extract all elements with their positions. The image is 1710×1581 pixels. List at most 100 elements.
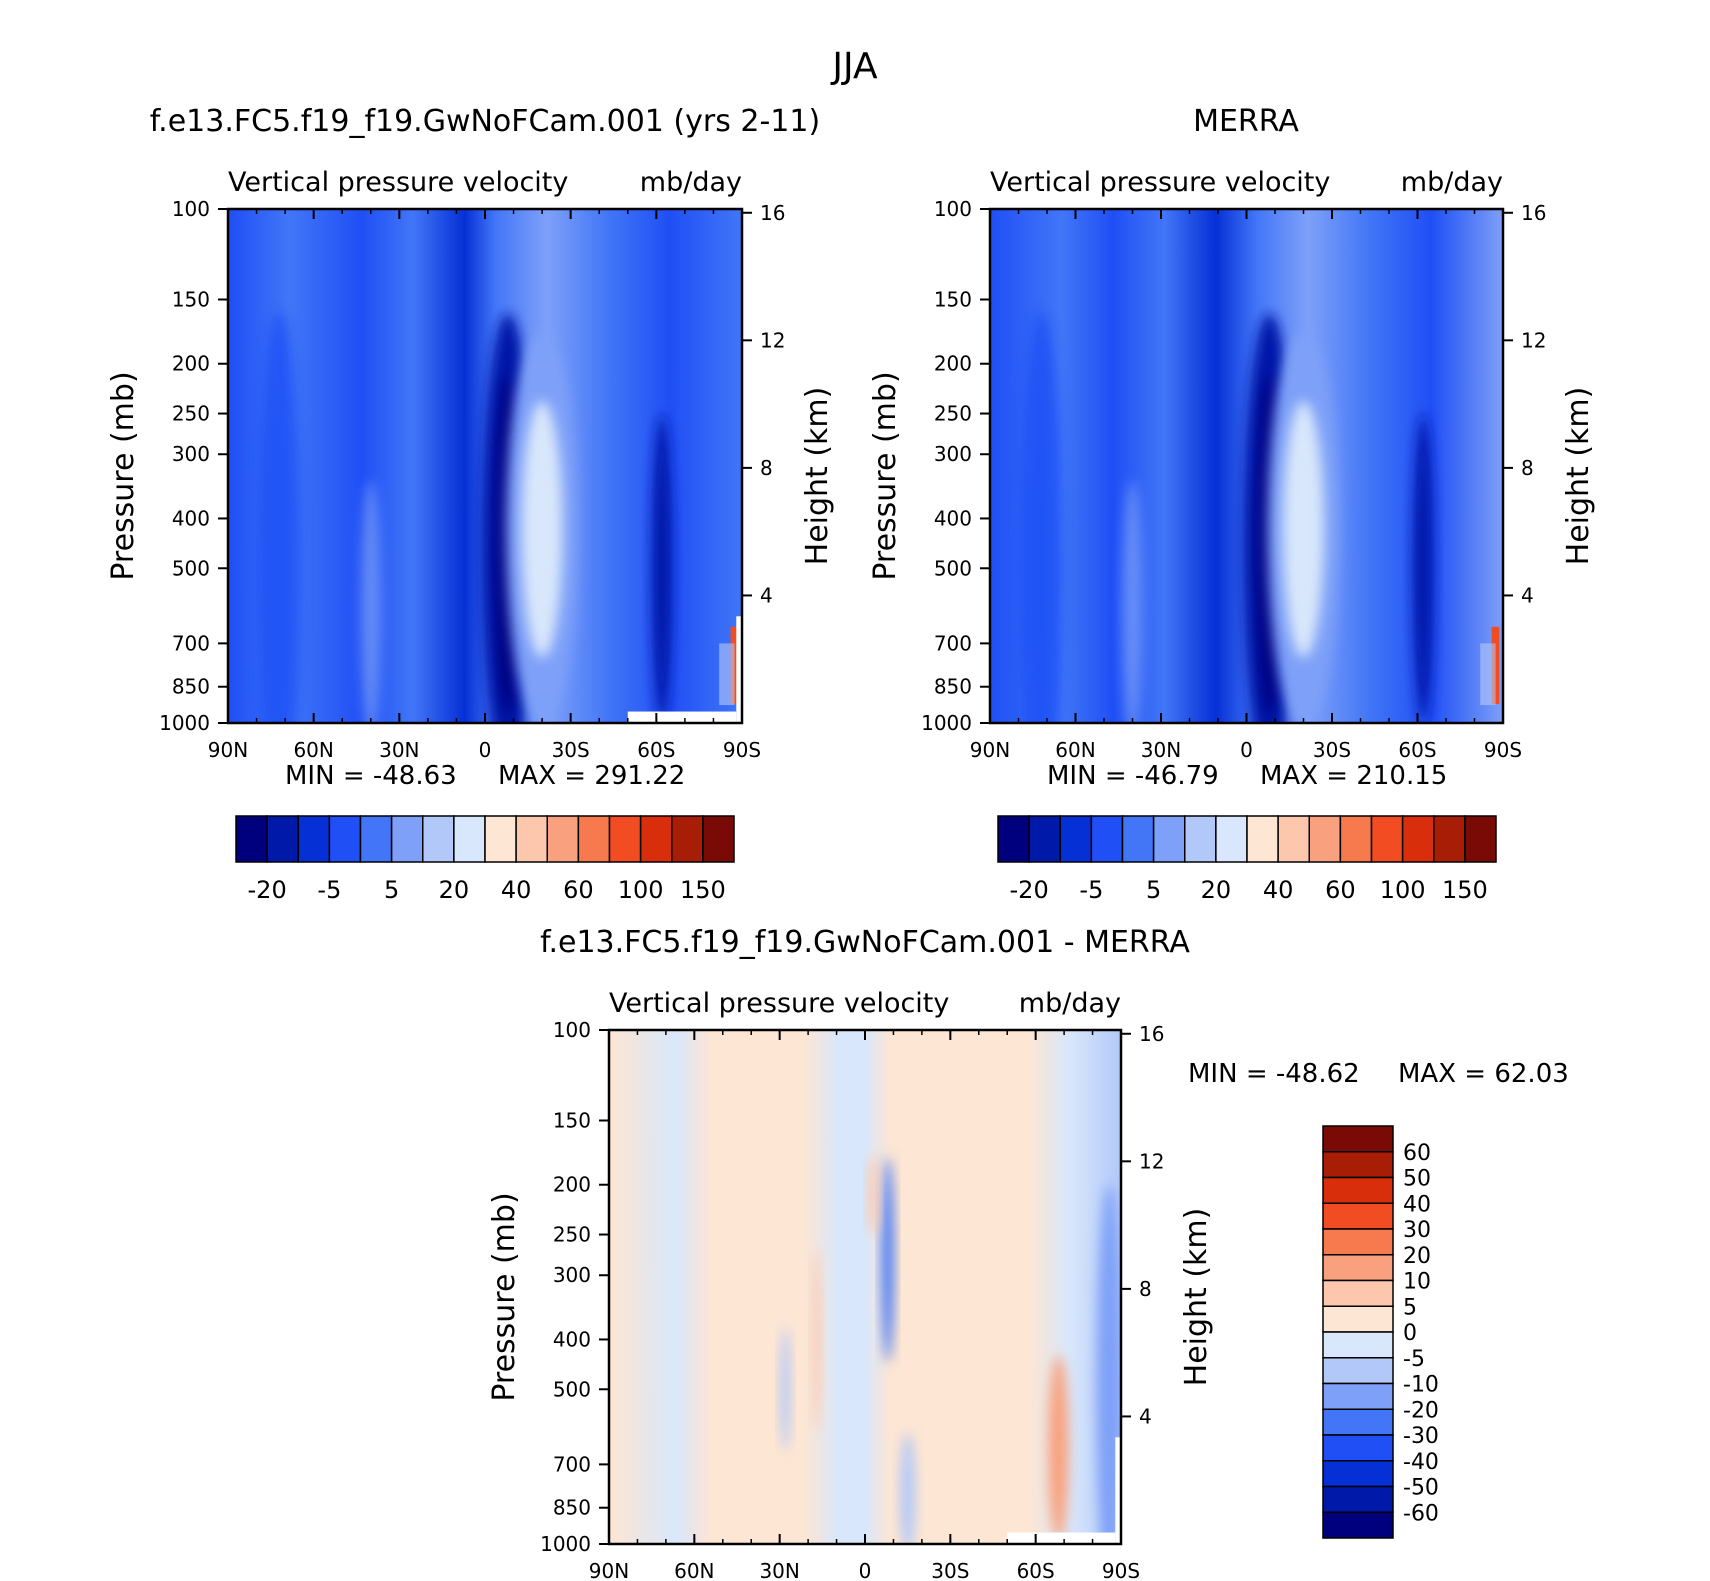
colorbar-swatch [1322, 1125, 1394, 1153]
y2-tick-label: 16 [1521, 201, 1546, 225]
missing-data [627, 711, 737, 723]
colorbar-swatch [1090, 815, 1124, 863]
x-tick-label: 60S [637, 738, 675, 762]
colorbar-label: -20 [1403, 1398, 1439, 1423]
colorbar-swatch [1322, 1357, 1394, 1385]
colorbar-swatch [1322, 1460, 1394, 1488]
colorbar-swatch [1028, 815, 1061, 863]
colorbar-swatch [1184, 815, 1217, 863]
colorbar-swatch [297, 815, 331, 863]
panel-subtitle-right: mb/day [640, 167, 742, 198]
colorbar-swatch [1322, 1485, 1394, 1513]
contour-region [812, 1246, 821, 1432]
colorbar-swatch [359, 815, 393, 863]
x-tick-label: 90N [208, 738, 248, 762]
x-tick-label: 90S [1102, 1559, 1140, 1581]
colorbar-swatch [484, 815, 517, 863]
y-tick-label: 700 [172, 631, 210, 655]
max-label: MAX = 62.03 [1398, 1059, 1569, 1089]
colorbar-label: 5 [384, 876, 399, 904]
y-tick-label: 700 [934, 631, 972, 655]
x-tick-label: 90S [723, 738, 761, 762]
panel-subtitle-right: mb/day [1019, 988, 1121, 1019]
colorbar-swatch [1322, 1434, 1394, 1462]
colorbar-swatch [328, 815, 362, 863]
colorbar-swatch [266, 815, 299, 863]
panel-merra: MERRA Vertical pressure velocity mb/day 90N… [868, 104, 1596, 904]
colorbar-swatch [1322, 1331, 1394, 1359]
colorbar-swatch [422, 815, 455, 863]
y-tick-label: 500 [172, 556, 210, 580]
contour-region [719, 643, 735, 706]
colorbar-label: -30 [1403, 1424, 1439, 1449]
y-tick-label: 100 [934, 197, 972, 221]
colorbar-label: 5 [1146, 876, 1161, 904]
x-tick-label: 90N [589, 1559, 629, 1581]
y-tick-label: 100 [553, 1018, 591, 1042]
colorbar-label: 60 [1403, 1141, 1431, 1166]
colorbar-label: 150 [1442, 876, 1488, 904]
colorbar-swatch [515, 815, 548, 863]
colorbar-label: 20 [1403, 1244, 1431, 1269]
colorbar-swatch [1308, 815, 1342, 863]
colorbar-label: 5 [1403, 1295, 1417, 1320]
x-tick-label: 60S [1398, 738, 1436, 762]
contour-region [1412, 414, 1434, 723]
x-tick-label: 60N [1055, 738, 1095, 762]
x-tick-label: 60N [674, 1559, 714, 1581]
y-tick-label: 300 [553, 1263, 591, 1287]
min-label: MIN = -48.62 [1188, 1059, 1360, 1089]
x-tick-label: 30S [552, 738, 590, 762]
panel-subtitle-left: Vertical pressure velocity [990, 167, 1330, 198]
colorbar-swatch [1322, 1511, 1394, 1539]
contour-region [881, 1157, 894, 1363]
y-tick-label: 300 [172, 442, 210, 466]
x-tick-label: 90N [970, 738, 1010, 762]
colorbar-label: 20 [1201, 876, 1232, 904]
missing-data [736, 616, 742, 723]
colorbar-label: 0 [1403, 1321, 1417, 1346]
x-tick-label: 30N [1141, 738, 1181, 762]
colorbar-label: 40 [1403, 1192, 1431, 1217]
y-tick-label: 500 [934, 556, 972, 580]
colorbar-label: -20 [1010, 876, 1049, 904]
colorbar-swatch [1152, 815, 1186, 863]
y-tick-label: 200 [934, 352, 972, 376]
colorbar-label: 100 [1380, 876, 1426, 904]
y-tick-label: 100 [172, 197, 210, 221]
colorbar-swatch [997, 815, 1030, 863]
contour-region [521, 400, 563, 658]
y2-tick-label: 12 [760, 328, 785, 352]
colorbar-swatch [1322, 1228, 1394, 1256]
y2-axis-label: Height (km) [1561, 387, 1596, 566]
contour-region [651, 414, 673, 723]
contour-region [899, 1432, 916, 1544]
panel-model: f.e13.FC5.f19_f19.GwNoFCam.001 (yrs 2-11… [106, 104, 835, 904]
colorbar-label: -50 [1403, 1476, 1439, 1501]
colorbar-swatch [639, 815, 673, 863]
colorbar-label: 50 [1403, 1167, 1431, 1192]
colorbar-swatch [671, 815, 704, 863]
contour-region [1122, 480, 1143, 723]
y2-tick-label: 4 [1521, 583, 1534, 607]
colorbar-swatch [1370, 815, 1404, 863]
colorbar-swatch [1322, 1151, 1394, 1179]
colorbar-label: 30 [1403, 1218, 1431, 1243]
contour-region [1048, 1355, 1069, 1541]
colorbar-swatch [1339, 815, 1373, 863]
colorbar-label: 10 [1403, 1270, 1431, 1295]
colorbar-label: -60 [1403, 1501, 1439, 1526]
contour-region [1282, 400, 1325, 658]
colorbar-label: 60 [563, 876, 594, 904]
field-contours [780, 1154, 1121, 1544]
panel-subtitle-left: Vertical pressure velocity [228, 167, 568, 198]
y-tick-label: 250 [553, 1223, 591, 1247]
y-tick-label: 700 [553, 1452, 591, 1476]
max-label: MAX = 210.15 [1260, 761, 1447, 791]
figure-title: JJA [830, 46, 878, 87]
contour-region [1096, 1183, 1121, 1544]
colorbar-swatch [608, 815, 642, 863]
y-tick-label: 500 [553, 1377, 591, 1401]
colorbar-swatch [1322, 1408, 1394, 1436]
